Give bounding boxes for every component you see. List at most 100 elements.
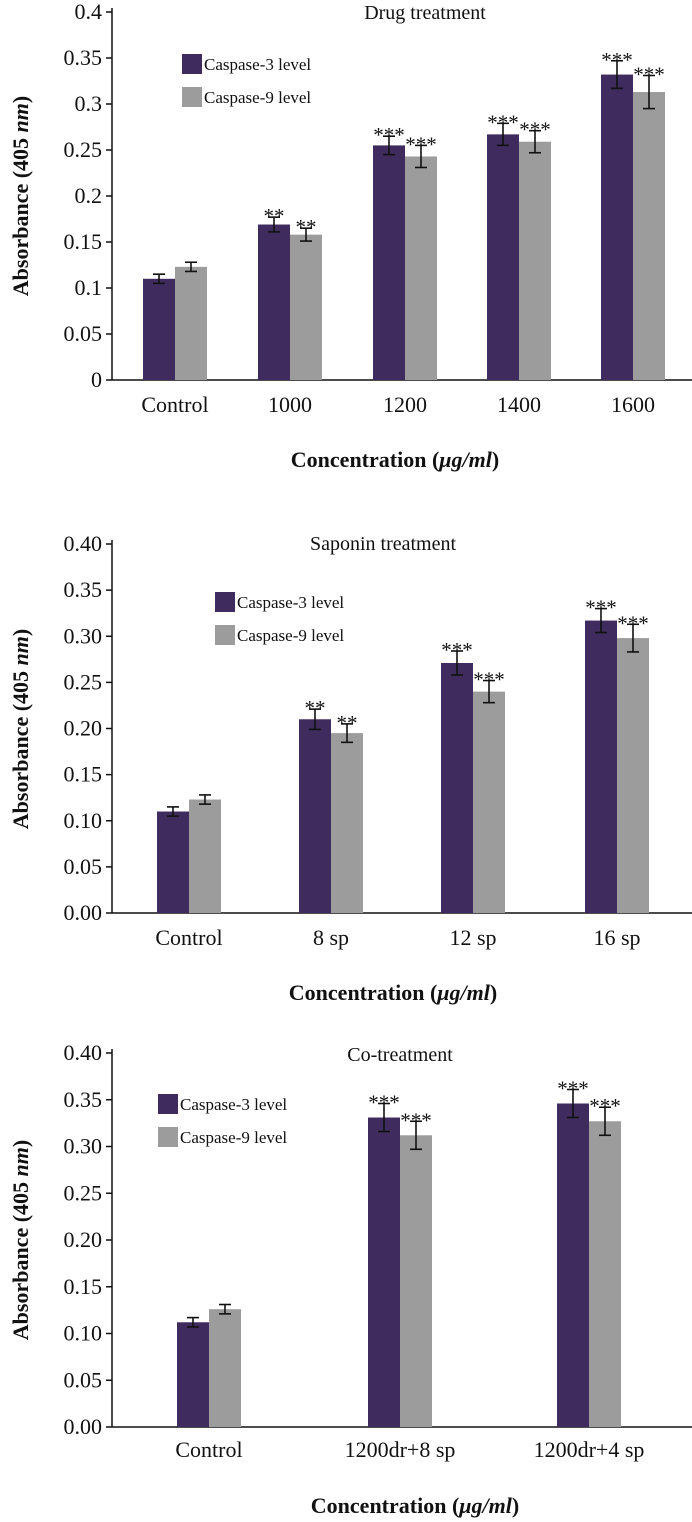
y-tick-label: 0.40 <box>64 531 103 556</box>
y-tick-label: 0.35 <box>64 1087 103 1112</box>
error-bar <box>529 129 541 154</box>
legend-swatch-caspase-9 <box>158 1127 178 1147</box>
caspase-3-bar <box>258 224 290 380</box>
error-bar <box>383 135 395 156</box>
legend-label-caspase-3: Caspase-3 level <box>204 55 311 74</box>
error-bar <box>187 1316 199 1328</box>
x-axis-label: Concentration (μg/ml) <box>289 980 497 1005</box>
y-tick-label: 0.30 <box>64 1134 103 1159</box>
y-tick-label: 0.10 <box>64 808 103 833</box>
error-bar <box>497 122 509 147</box>
x-tick-label: 8 sp <box>313 925 349 950</box>
y-tick-label: 0.40 <box>64 1040 103 1065</box>
significance-marker: *** <box>589 1094 621 1118</box>
legend-label-caspase-9: Caspase-9 level <box>180 1128 287 1147</box>
x-tick-label: 16 sp <box>593 925 640 950</box>
error-bar <box>268 216 280 233</box>
caspase-3-bar <box>143 278 175 380</box>
caspase-9-bar <box>175 266 207 380</box>
caspase-3-bar <box>157 811 189 913</box>
legend-label-caspase-3: Caspase-3 level <box>180 1095 287 1114</box>
co-treatment-chart: 0.00 0.05 0.10 0.15 0.20 0.25 0.30 0.35 0.40 Cont… <box>8 1040 692 1518</box>
significance-marker: *** <box>473 668 505 692</box>
caspase-9-bar <box>331 733 363 913</box>
error-bar <box>378 1102 390 1133</box>
caspase-9-bar <box>209 1309 241 1427</box>
y-tick-label: 0.00 <box>64 1414 103 1439</box>
significance-marker: *** <box>441 638 473 662</box>
error-bar <box>599 1106 611 1137</box>
error-bar <box>567 1088 579 1119</box>
caspase-9-bar <box>633 92 665 380</box>
error-bar <box>185 261 197 273</box>
error-bar <box>627 623 639 653</box>
y-tick-label: 0.2 <box>75 183 103 208</box>
y-tick-label: 0.20 <box>64 1227 103 1252</box>
significance-marker: *** <box>585 596 617 620</box>
significance-marker: ** <box>337 711 358 735</box>
error-bar <box>415 144 427 169</box>
y-tick-label: 0.15 <box>64 762 103 787</box>
y-tick-label: 0.25 <box>64 669 103 694</box>
error-bar <box>483 679 495 704</box>
caspase-3-bar <box>557 1103 589 1427</box>
y-axis-label: Absorbance (405 nm) <box>8 1140 33 1340</box>
caspase-9-bar <box>617 638 649 913</box>
y-tick-label: 0.00 <box>64 900 103 925</box>
y-tick-label: 0.15 <box>64 1274 103 1299</box>
caspase-9-bar <box>400 1135 432 1427</box>
significance-marker: ** <box>264 204 285 228</box>
significance-marker: ** <box>296 215 317 239</box>
y-tick-label: 0.35 <box>64 45 103 70</box>
x-axis-label: Concentration (μg/ml) <box>291 447 499 472</box>
error-bar <box>595 607 607 634</box>
x-tick-label: 1200 <box>383 392 427 417</box>
significance-marker: *** <box>368 1090 400 1114</box>
x-tick-label: 1400 <box>497 392 541 417</box>
chart-title: Co-treatment <box>347 1044 453 1066</box>
legend-swatch-caspase-3 <box>215 592 235 612</box>
caspase-3-bar <box>177 1322 209 1427</box>
x-tick-label: Control <box>155 925 222 950</box>
x-tick-label: 1600 <box>611 392 655 417</box>
significance-marker: *** <box>519 118 551 142</box>
caspase-9-bar <box>589 1121 621 1427</box>
y-tick-label: 0.4 <box>75 0 103 24</box>
x-tick-label: Control <box>141 392 208 417</box>
y-tick-label: 0.35 <box>64 577 103 602</box>
y-tick-label: 0.3 <box>75 91 103 116</box>
error-bar <box>309 708 321 731</box>
error-bar <box>199 794 211 805</box>
y-tick-label: 0.05 <box>64 854 103 879</box>
significance-marker: *** <box>633 62 665 86</box>
x-tick-label: Control <box>175 1437 242 1462</box>
x-tick-label: 1200dr+4 sp <box>534 1437 645 1462</box>
y-tick-label: 0.20 <box>64 716 103 741</box>
caspase-9-bar <box>473 691 505 913</box>
x-tick-label: 1200dr+8 sp <box>345 1437 456 1462</box>
caspase-3-bar <box>487 134 519 380</box>
y-tick-label: 0.25 <box>64 1180 103 1205</box>
x-tick-label: 1000 <box>268 392 312 417</box>
legend-swatch-caspase-9 <box>215 625 235 645</box>
error-bar <box>300 227 312 242</box>
chart-title: Saponin treatment <box>310 533 457 555</box>
legend-swatch-caspase-3 <box>158 1094 178 1114</box>
chart-title: Drug treatment <box>364 2 486 24</box>
legend-swatch-caspase-3 <box>182 54 202 74</box>
y-tick-label: 0.30 <box>64 623 103 648</box>
y-tick-label: 0 <box>91 367 102 392</box>
saponin-treatment-chart: 0.00 0.05 0.10 0.15 0.20 0.25 0.30 0.35 0.40 Cont… <box>8 531 692 1005</box>
error-bar <box>153 273 165 285</box>
error-bar <box>643 74 655 110</box>
caspase-3-bar <box>299 719 331 913</box>
caspase-3-bar <box>368 1117 400 1427</box>
significance-marker: *** <box>487 110 519 134</box>
legend-swatch-caspase-9 <box>182 87 202 107</box>
significance-marker: *** <box>617 611 649 635</box>
caspase-9-bar <box>290 234 322 380</box>
y-tick-label: 0.25 <box>64 137 103 162</box>
y-axis-label: Absorbance (405 nm) <box>8 96 33 296</box>
error-bar <box>410 1120 422 1151</box>
caspase-9-bar <box>405 156 437 380</box>
